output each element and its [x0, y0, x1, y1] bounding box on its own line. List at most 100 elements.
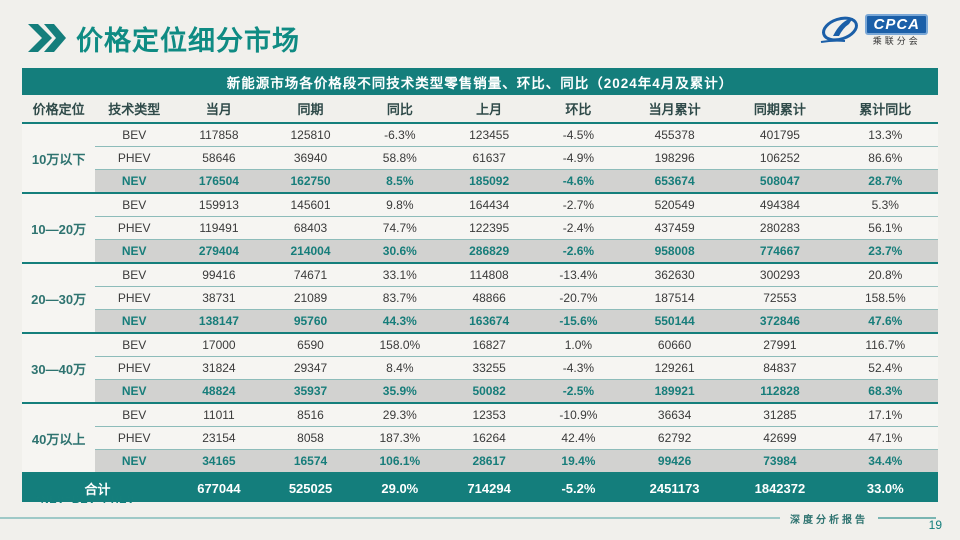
value-cell: 30.6%: [356, 239, 444, 264]
value-cell: 42.4%: [534, 426, 622, 450]
value-cell: -4.9%: [534, 146, 622, 170]
value-cell: 106.1%: [356, 449, 444, 474]
tech-type-cell: BEV: [95, 333, 174, 357]
value-cell: 34.4%: [832, 449, 938, 474]
value-cell: 187514: [621, 286, 728, 310]
total-value-cell: 29.0%: [356, 473, 444, 502]
value-cell: 29347: [264, 356, 357, 380]
tech-type-cell: NEV: [95, 239, 174, 264]
value-cell: 47.6%: [832, 309, 938, 334]
value-cell: -2.4%: [534, 216, 622, 240]
value-cell: 20.8%: [832, 263, 938, 287]
total-value-cell: -5.2%: [534, 473, 622, 502]
table-row: 20—30万 BEV 99416 74671 33.1% 114808 -13.4% 3626…: [22, 263, 938, 334]
value-cell: 1.0%: [534, 333, 622, 357]
value-cell: 300293: [727, 263, 833, 287]
value-cell: 28.7%: [832, 169, 938, 194]
total-value-cell: 525025: [264, 473, 357, 502]
value-cell: 62792: [621, 426, 728, 450]
tech-type-cell: PHEV: [95, 216, 174, 240]
slide-header: 价格定位细分市场: [28, 16, 932, 60]
value-cell: 16574: [264, 449, 357, 474]
column-header: 同比: [356, 95, 444, 124]
tech-type-cell: PHEV: [95, 146, 174, 170]
value-cell: 36634: [621, 403, 728, 427]
value-cell: 35937: [264, 379, 357, 404]
value-cell: 125810: [264, 123, 357, 147]
value-cell: 29.3%: [356, 403, 444, 427]
tech-type-cell: BEV: [95, 123, 174, 147]
value-cell: 34165: [173, 449, 265, 474]
column-header: 当月累计: [621, 95, 728, 124]
cpca-logo-text: CPCA 乘联分会: [865, 14, 928, 46]
value-cell: 189921: [621, 379, 728, 404]
total-value-cell: 2451173: [621, 473, 728, 502]
value-cell: 27991: [727, 333, 833, 357]
cpca-sub-label: 乘联分会: [872, 36, 921, 46]
value-cell: 6590: [264, 333, 357, 357]
value-cell: 99416: [173, 263, 265, 287]
column-header: 环比: [534, 95, 622, 124]
value-cell: 8516: [264, 403, 357, 427]
value-cell: 52.4%: [832, 356, 938, 380]
value-cell: 198296: [621, 146, 728, 170]
value-cell: 116.7%: [832, 333, 938, 357]
table-row: 40万以上 BEV 11011 8516 29.3% 12353 -10.9% 36634 31…: [22, 403, 938, 474]
value-cell: 163674: [443, 309, 535, 334]
value-cell: 508047: [727, 169, 833, 194]
value-cell: 68.3%: [832, 379, 938, 404]
tech-type-cell: NEV: [95, 309, 174, 334]
value-cell: 33.1%: [356, 263, 444, 287]
value-cell: 106252: [727, 146, 833, 170]
value-cell: 16264: [443, 426, 535, 450]
value-cell: 47.1%: [832, 426, 938, 450]
value-cell: 23.7%: [832, 239, 938, 264]
value-cell: 114808: [443, 263, 535, 287]
value-cell: -2.6%: [534, 239, 622, 264]
value-cell: -2.5%: [534, 379, 622, 404]
tech-type-cell: BEV: [95, 263, 174, 287]
footer-line-right: [878, 517, 936, 519]
value-cell: 112828: [727, 379, 833, 404]
value-cell: 362630: [621, 263, 728, 287]
value-cell: 138147: [173, 309, 265, 334]
value-cell: -4.6%: [534, 169, 622, 194]
price-range-label: 30—40万: [22, 333, 96, 404]
price-range-label: 20—30万: [22, 263, 96, 334]
table-row: PHEV 31824 29347 8.4% 33255 -4.3% 129261 84837 5…: [22, 356, 938, 380]
tech-type-cell: PHEV: [95, 286, 174, 310]
column-header: 技术类型: [95, 95, 174, 124]
value-cell: 58646: [173, 146, 265, 170]
price-segment-table: 新能源市场各价格段不同技术类型零售销量、环比、同比（2024年4月及累计） 价格…: [22, 68, 938, 502]
tech-type-cell: PHEV: [95, 426, 174, 450]
value-cell: 28617: [443, 449, 535, 474]
value-cell: 36940: [264, 146, 357, 170]
price-range-label: 10万以下: [22, 123, 96, 194]
value-cell: 12353: [443, 403, 535, 427]
value-cell: 68403: [264, 216, 357, 240]
value-cell: 162750: [264, 169, 357, 194]
value-cell: 8058: [264, 426, 357, 450]
tech-type-cell: BEV: [95, 193, 174, 217]
value-cell: -10.9%: [534, 403, 622, 427]
cpca-swoosh-icon: [821, 16, 859, 43]
value-cell: 158.5%: [832, 286, 938, 310]
value-cell: 99426: [621, 449, 728, 474]
value-cell: 653674: [621, 169, 728, 194]
page-title: 价格定位细分市场: [76, 25, 300, 56]
value-cell: -13.4%: [534, 263, 622, 287]
value-cell: 455378: [621, 123, 728, 147]
value-cell: 185092: [443, 169, 535, 194]
value-cell: 774667: [727, 239, 833, 264]
value-cell: 187.3%: [356, 426, 444, 450]
value-cell: 11011: [173, 403, 265, 427]
tech-type-cell: PHEV: [95, 356, 174, 380]
value-cell: 60660: [621, 333, 728, 357]
value-cell: 42699: [727, 426, 833, 450]
value-cell: 73984: [727, 449, 833, 474]
value-cell: -15.6%: [534, 309, 622, 334]
value-cell: -4.3%: [534, 356, 622, 380]
value-cell: 50082: [443, 379, 535, 404]
value-cell: 31285: [727, 403, 833, 427]
column-header: 当月: [173, 95, 265, 124]
